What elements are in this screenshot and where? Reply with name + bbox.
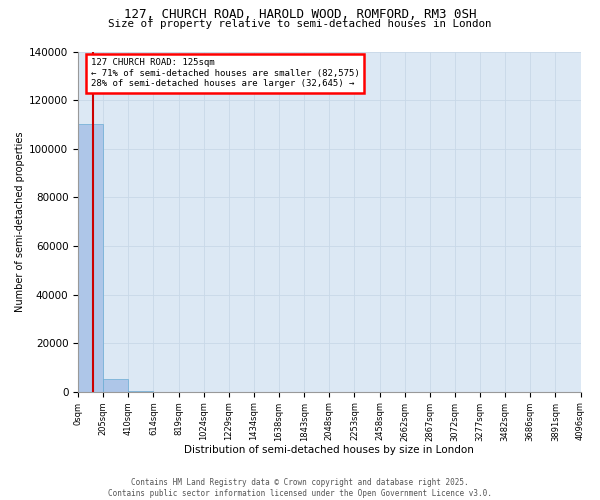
Bar — [78, 124, 103, 392]
X-axis label: Distribution of semi-detached houses by size in London: Distribution of semi-detached houses by … — [184, 445, 474, 455]
Y-axis label: Number of semi-detached properties: Number of semi-detached properties — [15, 132, 25, 312]
Text: 127 CHURCH ROAD: 125sqm
← 71% of semi-detached houses are smaller (82,575)
28% o: 127 CHURCH ROAD: 125sqm ← 71% of semi-de… — [91, 58, 359, 88]
Text: 127, CHURCH ROAD, HAROLD WOOD, ROMFORD, RM3 0SH: 127, CHURCH ROAD, HAROLD WOOD, ROMFORD, … — [124, 8, 476, 20]
Text: Contains HM Land Registry data © Crown copyright and database right 2025.
Contai: Contains HM Land Registry data © Crown c… — [108, 478, 492, 498]
Bar — [103, 379, 128, 392]
Text: Size of property relative to semi-detached houses in London: Size of property relative to semi-detach… — [108, 19, 492, 29]
